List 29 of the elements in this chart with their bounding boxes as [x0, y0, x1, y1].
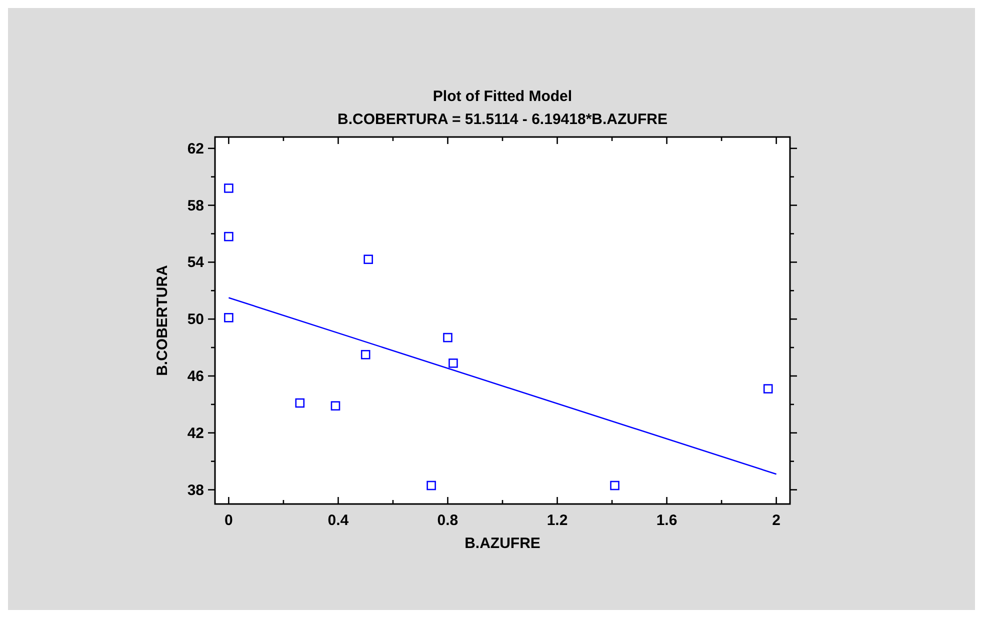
y-tick-label: 54: [187, 254, 205, 272]
x-tick-label: 0: [224, 512, 233, 529]
x-tick-label: 1.6: [656, 512, 678, 529]
point: [426, 480, 436, 490]
x-tick-label: 0.4: [328, 512, 350, 529]
point: [224, 313, 234, 322]
y-tick-label: 38: [187, 482, 204, 499]
y-tick-label: 58: [187, 197, 204, 214]
point: [224, 184, 234, 193]
chart-title: Plot of Fitted Model: [432, 88, 572, 105]
point: [610, 480, 620, 490]
point: [443, 332, 452, 342]
x-axis-title: B.AZUFRE: [464, 535, 540, 552]
y-tick-label: 42: [187, 424, 204, 442]
point: [224, 232, 234, 242]
point: [295, 398, 305, 408]
chart-subtitle: B.COBERTURA = 51.5114 - 6.19418*B.AZUFRE: [338, 111, 668, 128]
point: [360, 350, 370, 360]
point: [448, 358, 458, 368]
point: [330, 401, 340, 410]
y-tick-label: 62: [187, 140, 204, 158]
point: [763, 384, 773, 394]
y-tick-label: 46: [187, 368, 204, 385]
x-tick-label: 2: [772, 512, 780, 529]
y-tick-label: 50: [187, 311, 204, 328]
x-tick-label: 0.8: [437, 512, 458, 529]
y-axis-title: B.COBERTURA: [154, 264, 171, 376]
x-tick-label: 1.2: [546, 512, 568, 529]
point: [364, 254, 373, 264]
